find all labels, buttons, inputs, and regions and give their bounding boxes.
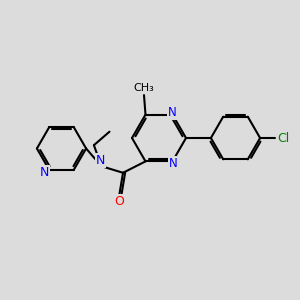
- Text: N: N: [169, 157, 178, 170]
- Text: N: N: [96, 154, 106, 167]
- Text: N: N: [168, 106, 177, 119]
- Text: CH₃: CH₃: [134, 82, 154, 93]
- Text: O: O: [115, 195, 124, 208]
- Text: Cl: Cl: [278, 131, 290, 145]
- Text: N: N: [40, 166, 50, 179]
